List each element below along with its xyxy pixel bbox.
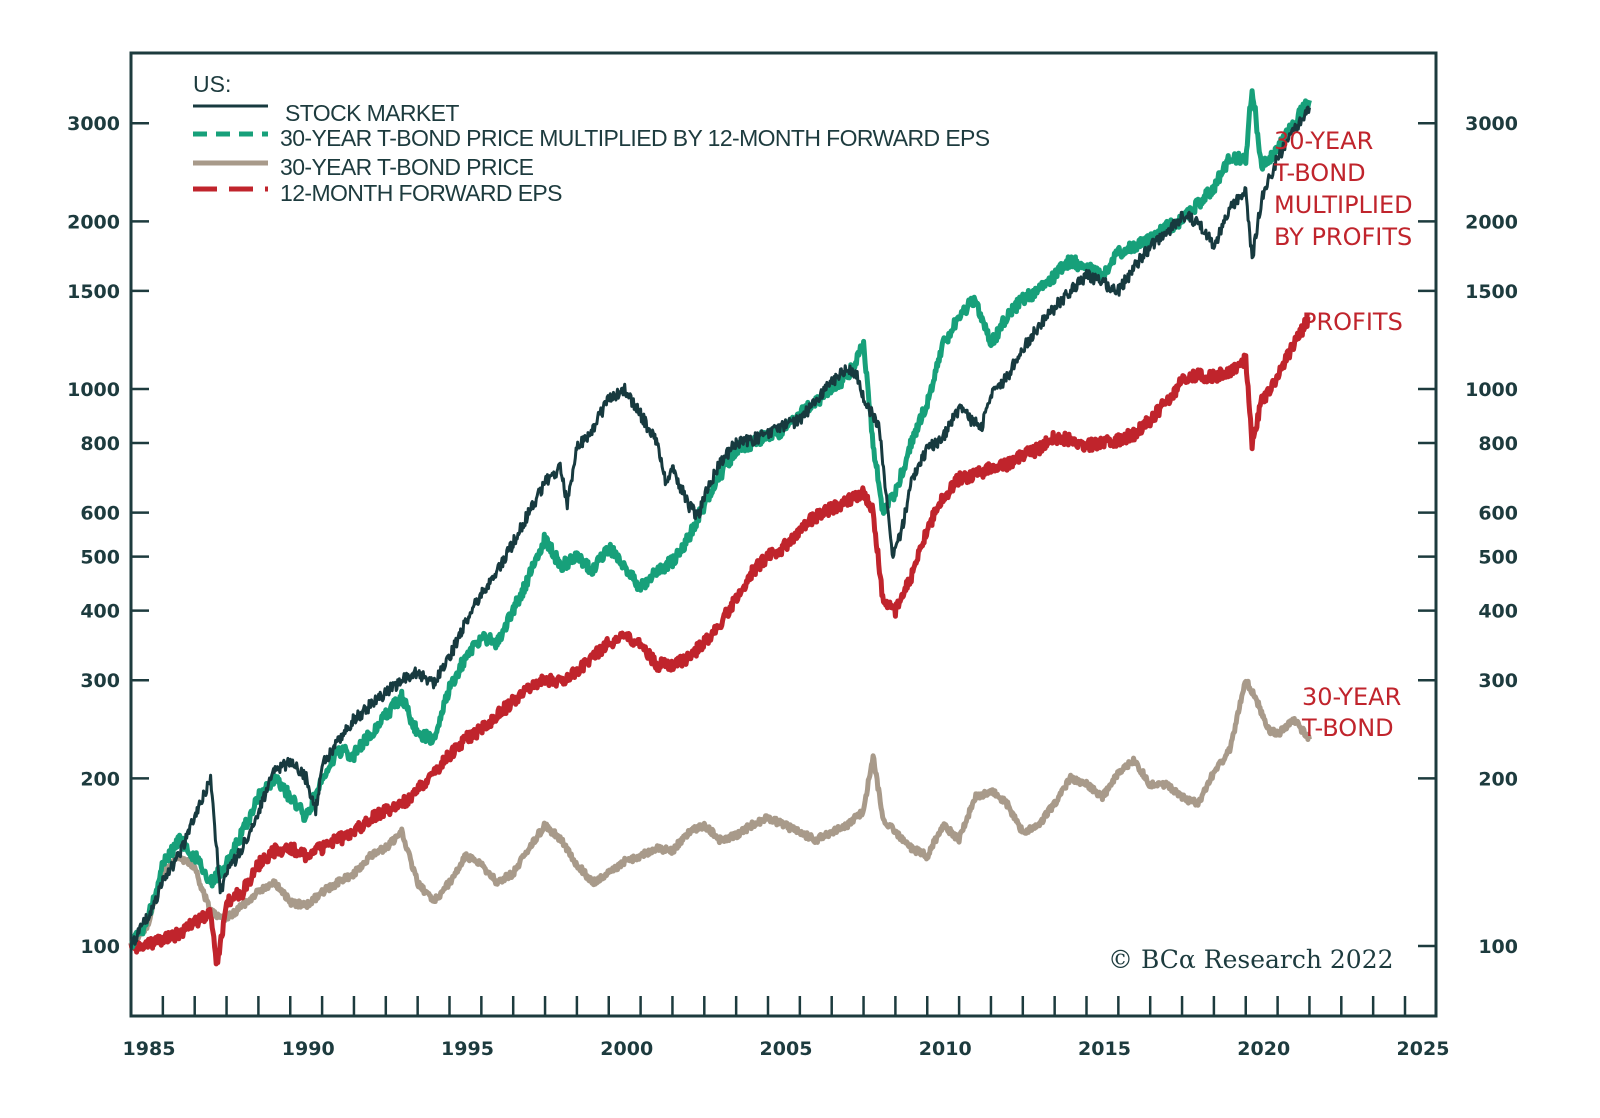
y-tick-label-left: 300 [80,670,120,692]
x-tick-label: 1990 [282,1038,335,1060]
legend-item-bond-price: 30-YEAR T-BOND PRICE [193,154,534,180]
annotation-profits: PROFITS [1302,308,1403,336]
series-stock-market [129,105,1311,953]
y-tick-label-right: 300 [1478,670,1518,692]
y-axis-right-tick-labels: 100 200 300 400 500 600 800 1000 1500 2000 3000 [1465,113,1518,958]
annotation-line: T-BOND [1301,714,1394,742]
y-tick-label-left: 2000 [67,211,120,233]
x-tick-label: 1985 [123,1038,176,1060]
series-bond-times-eps [129,88,1312,950]
y-tick-label-left: 1000 [67,379,120,401]
annotation-line: 30-YEAR [1274,127,1373,155]
x-axis-ticks [161,996,1407,1016]
annotation-line: PROFITS [1302,308,1403,336]
y-tick-label-left: 200 [80,768,120,790]
copyright-notice: © BCα Research 2022 [1108,945,1394,974]
x-tick-label: 1995 [441,1038,494,1060]
annotation-line: BY PROFITS [1274,223,1412,251]
legend-label-stock-market: STOCK MARKET [285,100,459,126]
x-tick-label: 2010 [919,1038,972,1060]
series-bond-price [129,678,1312,947]
y-tick-label-right: 100 [1478,936,1518,958]
x-tick-label: 2025 [1397,1038,1450,1060]
y-tick-label-right: 1500 [1465,281,1518,303]
series-group [128,88,1312,967]
y-tick-label-right: 600 [1478,503,1518,525]
y-tick-label-right: 2000 [1465,211,1518,233]
x-tick-label: 2000 [600,1038,653,1060]
x-tick-label: 2005 [760,1038,813,1060]
y-tick-label-left: 500 [80,547,120,569]
annotation-bond: 30-YEAR T-BOND [1301,683,1401,742]
series-forward-eps [128,313,1312,967]
legend-title: US: [193,71,231,97]
legend-item-bond-times-eps: 30-YEAR T-BOND PRICE MULTIPLIED BY 12-MO… [193,125,990,151]
y-tick-label-right: 1000 [1465,379,1518,401]
plot-frame [129,51,1438,1018]
y-tick-label-right: 500 [1478,547,1518,569]
y-tick-label-left: 400 [80,601,120,623]
y-axis-ticks [131,121,1436,948]
y-tick-label-left: 1500 [67,281,120,303]
legend-label-bond-price: 30-YEAR T-BOND PRICE [280,154,534,180]
y-tick-label-right: 200 [1478,768,1518,790]
y-tick-label-left: 100 [80,936,120,958]
annotation-line: T-BOND [1273,159,1366,187]
legend-label-bond-times-eps: 30-YEAR T-BOND PRICE MULTIPLIED BY 12-MO… [280,125,990,151]
y-tick-label-left: 3000 [67,113,120,135]
y-tick-label-right: 800 [1478,433,1518,455]
x-tick-label: 2020 [1237,1038,1290,1060]
y-axis-left-tick-labels: 100 200 300 400 500 600 800 1000 1500 2000 3000 [67,113,120,958]
x-tick-label: 2015 [1078,1038,1131,1060]
y-tick-label-right: 3000 [1465,113,1518,135]
legend-label-forward-eps: 12-MONTH FORWARD EPS [280,180,562,206]
legend: US: STOCK MARKET 30-YEAR T-BOND PRICE MU… [193,71,990,206]
y-tick-label-left: 800 [80,433,120,455]
y-tick-label-left: 600 [80,503,120,525]
y-tick-label-right: 400 [1478,601,1518,623]
x-axis-tick-labels: 1985 1990 1995 2000 2005 2010 2015 2020 2025 [123,1038,1450,1060]
annotation-line: 30-YEAR [1302,683,1401,711]
annotation-bond-times-profits: 30-YEAR T-BOND MULTIPLIED BY PROFITS [1273,127,1413,251]
legend-item-stock-market: STOCK MARKET [193,100,460,126]
annotation-line: MULTIPLIED [1274,191,1413,219]
legend-item-forward-eps: 12-MONTH FORWARD EPS [193,180,563,206]
